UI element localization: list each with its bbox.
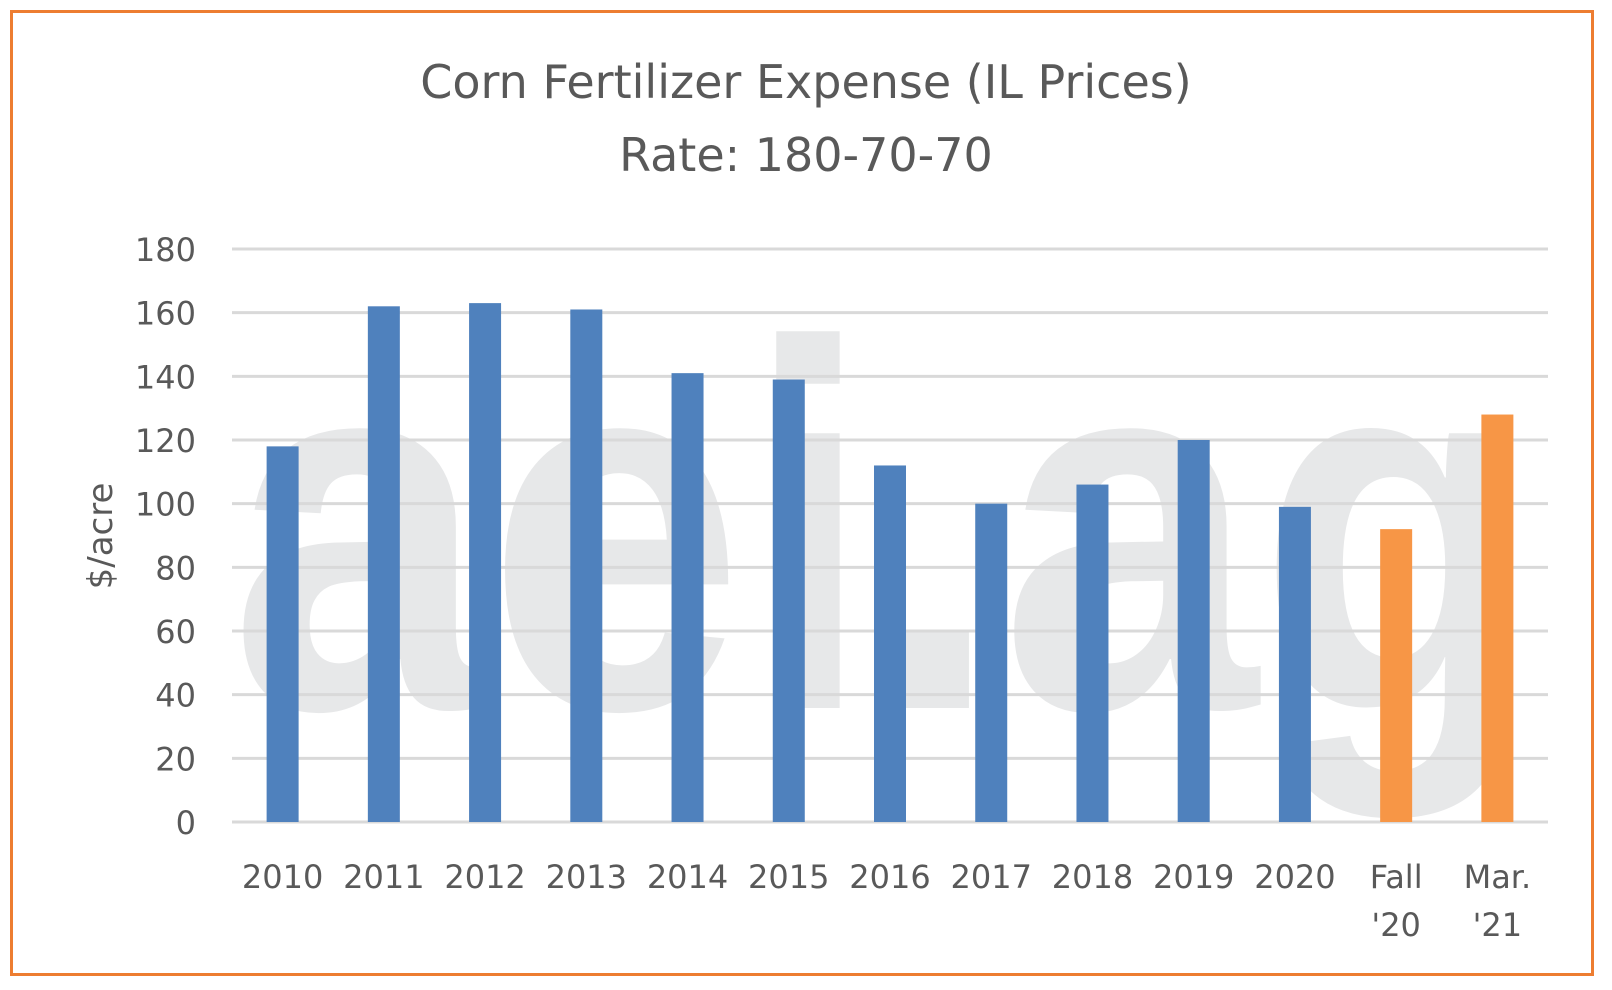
x-tick-label: Mar. '21 xyxy=(1464,858,1532,944)
x-tick-label: 2015 xyxy=(748,858,829,896)
bar-Mar. '21 xyxy=(1481,414,1514,822)
x-tick-label: Fall '20 xyxy=(1370,858,1423,944)
x-tick-label: 2018 xyxy=(1052,858,1133,896)
x-tick-label: 2019 xyxy=(1153,858,1234,896)
y-tick-label: 80 xyxy=(155,549,196,587)
x-tick-label: 2014 xyxy=(647,858,728,896)
bar-2015 xyxy=(772,379,805,822)
y-tick-label: 160 xyxy=(135,295,196,333)
x-tick-label: 2017 xyxy=(951,858,1032,896)
x-tick-label: 2020 xyxy=(1254,858,1335,896)
y-tick-label: 20 xyxy=(155,740,196,778)
bar-2020 xyxy=(1278,506,1311,822)
bar-2010 xyxy=(266,446,299,822)
bar-2013 xyxy=(570,309,603,822)
y-axis-label: $/acre xyxy=(81,483,121,590)
y-tick-label: 60 xyxy=(155,613,196,651)
bar-2011 xyxy=(367,306,400,822)
x-tick-label: 2016 xyxy=(849,858,930,896)
chart-title: Corn Fertilizer Expense (IL Prices) xyxy=(420,55,1192,109)
bar-2014 xyxy=(671,373,704,822)
chart-subtitle: Rate: 180-70-70 xyxy=(619,128,993,182)
bar-2017 xyxy=(975,503,1008,822)
y-tick-label: 120 xyxy=(135,422,196,460)
y-tick-label: 140 xyxy=(135,358,196,396)
y-tick-label: 180 xyxy=(135,231,196,269)
y-tick-label: 0 xyxy=(176,804,196,842)
bar-2018 xyxy=(1076,484,1109,822)
bar-2016 xyxy=(874,465,906,822)
x-tick-label: 2013 xyxy=(546,858,627,896)
x-tick-label: 2011 xyxy=(343,858,424,896)
x-tick-label: 2010 xyxy=(242,858,323,896)
bar-2012 xyxy=(469,303,502,822)
y-tick-label: 40 xyxy=(155,677,196,715)
x-tick-label: 2012 xyxy=(444,858,525,896)
bar-2019 xyxy=(1177,440,1210,822)
y-tick-label: 100 xyxy=(135,486,196,524)
bar-Fall '20 xyxy=(1380,529,1413,822)
